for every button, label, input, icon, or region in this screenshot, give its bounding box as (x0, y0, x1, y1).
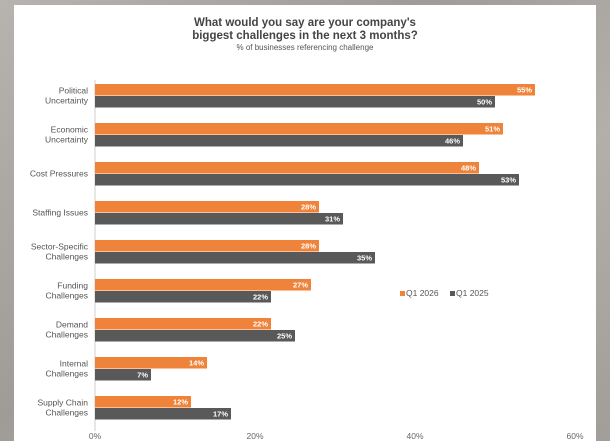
chart-subtitle: % of businesses referencing challenge (236, 43, 374, 52)
category-label: Funding (57, 281, 88, 291)
data-label: 35% (357, 254, 372, 263)
x-tick-label: 40% (406, 431, 423, 441)
bar-q1-2026 (95, 84, 535, 96)
x-tick-label: 60% (566, 431, 583, 441)
bar-q1-2025 (95, 291, 271, 303)
category-label: Sector-Specific (31, 242, 89, 252)
category-label: Demand (56, 320, 88, 330)
data-label: 46% (445, 137, 460, 146)
chart-card: What would you say are your company's bi… (14, 5, 596, 441)
legend-swatch (400, 291, 405, 296)
data-label: 7% (137, 371, 148, 380)
category-label: Political (59, 86, 88, 96)
data-label: 55% (517, 86, 532, 95)
bar-q1-2025 (95, 174, 519, 186)
bar-q1-2026 (95, 396, 191, 408)
data-label: 50% (477, 98, 492, 107)
bar-q1-2026 (95, 279, 311, 291)
category-label: Challenges (45, 408, 88, 418)
bar-q1-2025 (95, 213, 343, 225)
data-label: 28% (301, 242, 316, 251)
data-label: 53% (501, 176, 516, 185)
legend-label: Q1 2025 (456, 288, 489, 298)
data-label: 22% (253, 293, 268, 302)
bar-q1-2026 (95, 201, 319, 213)
data-label: 25% (277, 332, 292, 341)
category-label: Staffing Issues (32, 208, 88, 218)
category-label: Uncertainty (45, 96, 89, 106)
data-label: 12% (173, 398, 188, 407)
bar-q1-2025 (95, 135, 463, 147)
chart-title-line-2: biggest challenges in the next 3 months? (192, 30, 418, 42)
category-label: Challenges (45, 330, 88, 340)
category-label: Challenges (45, 291, 88, 301)
category-label: Challenges (45, 369, 88, 379)
data-label: 48% (461, 164, 476, 173)
bar-q1-2025 (95, 369, 151, 381)
data-label: 14% (189, 359, 204, 368)
bar-q1-2025 (95, 96, 495, 108)
data-label: 27% (293, 281, 308, 290)
data-label: 51% (485, 125, 500, 134)
category-label: Challenges (45, 252, 88, 262)
category-label: Internal (60, 359, 88, 369)
bar-q1-2025 (95, 330, 295, 342)
category-label: Uncertainty (45, 135, 89, 145)
bar-q1-2025 (95, 408, 231, 420)
category-label: Supply Chain (37, 398, 88, 408)
category-label: Economic (51, 125, 89, 135)
bar-q1-2026 (95, 318, 271, 330)
legend-label: Q1 2026 (406, 288, 439, 298)
data-label: 22% (253, 320, 268, 329)
data-label: 17% (213, 410, 228, 419)
bar-q1-2026 (95, 123, 503, 135)
category-label: Cost Pressures (30, 169, 88, 179)
chart-title-line-1: What would you say are your company's (194, 17, 416, 29)
legend-swatch (450, 291, 455, 296)
x-tick-label: 20% (246, 431, 263, 441)
data-label: 31% (325, 215, 340, 224)
bar-q1-2025 (95, 252, 375, 264)
bar-q1-2026 (95, 162, 479, 174)
data-label: 28% (301, 203, 316, 212)
bar-q1-2026 (95, 240, 319, 252)
bar-chart: PoliticalUncertainty55%50%EconomicUncert… (30, 80, 584, 441)
bar-q1-2026 (95, 357, 207, 369)
x-tick-label: 0% (89, 431, 102, 441)
